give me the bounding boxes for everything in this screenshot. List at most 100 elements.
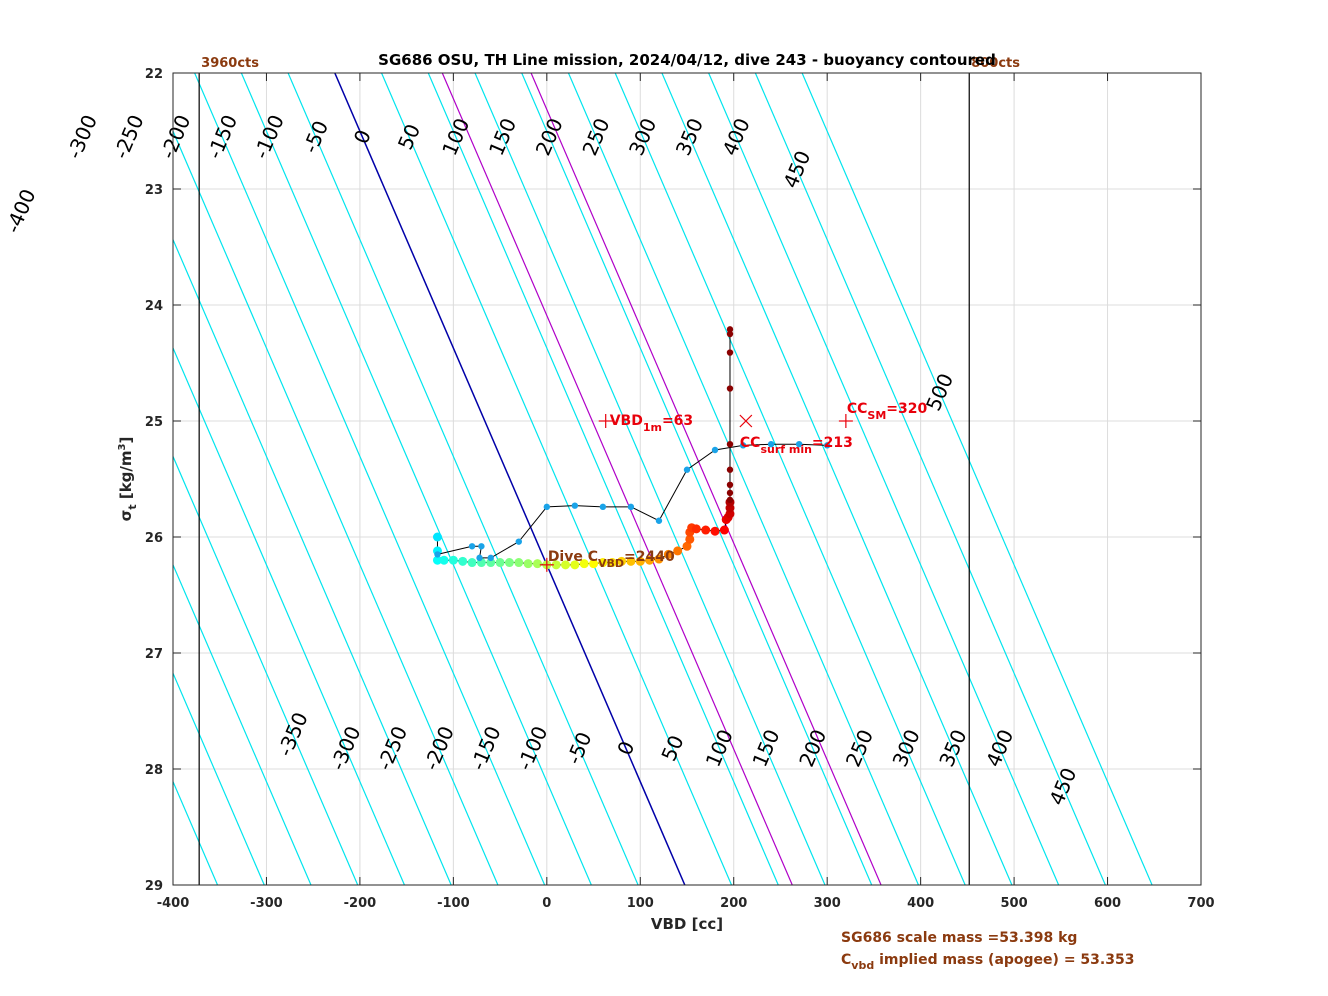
surface-point	[726, 496, 734, 504]
x-tick-label: -400	[157, 896, 190, 911]
dive-point	[626, 556, 636, 566]
buoyancy-contour-line	[708, 73, 1060, 885]
dive-series	[432, 326, 831, 570]
buoyancy-contour-line	[521, 73, 873, 885]
vbd-limit-label: 3960cts	[201, 56, 259, 71]
dive-point	[607, 558, 617, 568]
climb-point	[683, 466, 691, 473]
surface-point	[726, 489, 734, 497]
dive-point	[532, 559, 542, 569]
buoyancy-contour-line	[614, 73, 966, 885]
climb-point	[487, 554, 494, 562]
buoyancy-contour-line	[173, 671, 265, 885]
buoyancy-contours	[173, 73, 1153, 885]
vbd-1m-label-value: =63	[662, 413, 693, 429]
contour-label-top: -400	[1, 185, 41, 236]
x-axis-label: VBD [cc]	[651, 915, 723, 933]
dive-cvbd-label-main: Dive C	[548, 549, 598, 565]
vbd-limit-label: 800cts	[971, 56, 1020, 71]
dive-point	[467, 558, 477, 568]
buoyancy-contour-line	[173, 129, 499, 885]
dive-point	[598, 558, 608, 568]
surface-point	[726, 385, 734, 392]
contour-label-top: -300	[62, 111, 102, 162]
climb-point	[468, 543, 476, 550]
x-tick-label: 100	[627, 896, 654, 911]
dive-point	[589, 559, 599, 569]
dive-point	[617, 556, 627, 566]
y-tick-label: 29	[145, 879, 163, 894]
magenta-reference-line	[530, 73, 882, 885]
plot-frame	[172, 72, 1202, 886]
cc-surf-min-label-sub: surf min	[760, 443, 811, 456]
x-tick-label: 600	[1094, 896, 1121, 911]
buoyancy-contour-line	[173, 563, 312, 885]
x-tick-label: -200	[344, 896, 377, 911]
buoyancy-contour-line	[173, 238, 452, 885]
dive-cvbd-label-sub: VBD	[598, 557, 624, 570]
x-tick-label: 300	[814, 896, 841, 911]
climb-point	[767, 441, 775, 448]
x-tick-label: 500	[1001, 896, 1028, 911]
buoyancy-contour-line	[801, 73, 1153, 885]
chart-title: SG686 OSU, TH Line mission, 2024/04/12, …	[378, 51, 996, 69]
dive-point	[682, 541, 692, 551]
footer-implied-mass: Cvbd implied mass (apogee) = 53.353	[841, 952, 1134, 972]
vbd-1m-label-sub: 1m	[643, 421, 662, 434]
y-tick-label: 26	[145, 531, 163, 546]
buoyancy-contour-line	[173, 346, 406, 885]
climb-point	[515, 538, 522, 545]
dive-point	[685, 534, 695, 544]
dive-point	[635, 556, 645, 566]
climb-point	[476, 554, 483, 562]
y-tick-label: 27	[145, 647, 163, 662]
plot-background	[173, 73, 1201, 885]
dive-point	[579, 559, 589, 569]
surface-point	[726, 481, 734, 488]
climb-point	[571, 502, 579, 509]
buoyancy-contour-line	[427, 73, 779, 885]
buoyancy-contour-line	[381, 73, 733, 885]
footer-scale-mass: SG686 scale mass =53.398 kg	[841, 930, 1077, 946]
y-tick-label: 28	[145, 763, 163, 778]
climb-point	[434, 551, 441, 558]
buoyancy-contour-line	[173, 454, 359, 885]
cc-sm-label-main: CC	[847, 401, 868, 417]
neutral-buoyancy-line	[334, 73, 686, 885]
footer-implied-c: C	[841, 952, 851, 968]
dive-point	[486, 558, 496, 568]
surface-point	[726, 330, 734, 338]
y-tick-label: 25	[145, 415, 163, 430]
dive-point	[710, 526, 720, 536]
buoyancy-contour-line	[754, 73, 1106, 885]
surface-point	[726, 466, 734, 473]
cc-surf-min-label-value: =213	[812, 435, 853, 451]
x-tick-label: 0	[542, 896, 551, 911]
dive-point	[701, 525, 711, 535]
dive-point	[551, 560, 561, 570]
footer-implied-rest: implied mass (apogee) = 53.353	[874, 952, 1134, 968]
dive-cvbd-label: Dive CVBD=2440	[548, 549, 675, 570]
y-axis-label: σt [kg/m3]	[117, 437, 139, 522]
y-tick-label: 23	[145, 183, 163, 198]
buoyancy-contour-line	[240, 73, 592, 885]
dive-point	[719, 525, 729, 535]
dive-point	[432, 555, 442, 565]
cc-surf-min-label-main: CC	[740, 435, 761, 451]
dive-point	[432, 532, 442, 542]
buoyancy-contour-line	[567, 73, 920, 885]
dive-point	[561, 560, 571, 570]
dive-point	[645, 555, 655, 565]
axis-ticks: -400 -300 -200 -100 0 100 200 300 400 500 600 700 22…	[145, 67, 1215, 911]
y-label-sup: 3	[117, 443, 128, 450]
climb-point	[655, 517, 663, 524]
y-label-close: ]	[117, 437, 135, 444]
climb-point	[711, 446, 719, 454]
climb-point	[543, 503, 551, 511]
cc-surf-min-marker-b	[739, 414, 753, 428]
cc-sm-label: CCSM=320	[847, 401, 928, 422]
climb-point	[739, 442, 747, 449]
climb-point	[795, 441, 803, 448]
